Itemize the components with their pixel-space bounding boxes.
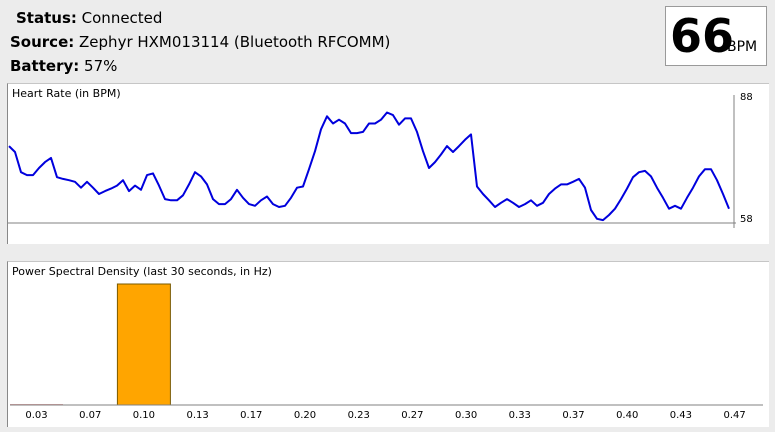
x-tick-label: 0.20 <box>294 410 316 421</box>
x-tick-label: 0.17 <box>240 410 262 421</box>
x-tick-label: 0.23 <box>348 410 370 421</box>
psd-title: Power Spectral Density (last 30 seconds,… <box>12 265 272 278</box>
x-tick-label: 0.03 <box>25 410 47 421</box>
x-tick-label: 0.33 <box>509 410 531 421</box>
x-tick-label: 0.37 <box>562 410 584 421</box>
bpm-value: 66 <box>670 9 735 63</box>
psd-panel: Power Spectral Density (last 30 seconds,… <box>7 261 769 427</box>
x-tick-label: 0.27 <box>401 410 423 421</box>
x-tick-label: 0.43 <box>670 410 692 421</box>
source-row: Source: Zephyr HXM013114 (Bluetooth RFCO… <box>10 30 390 54</box>
psd-chart: 0.03 0.07 0.10 0.13 0.17 0.20 0.23 0.27 0.30 0.33… <box>10 283 763 421</box>
source-value: Zephyr HXM013114 (Bluetooth RFCOMM) <box>79 33 391 51</box>
x-tick-label: 0.30 <box>455 410 477 421</box>
status-row: Status: Connected <box>10 6 390 30</box>
heart-rate-title: Heart Rate (in BPM) <box>12 87 121 100</box>
x-tick-label: 0.40 <box>616 410 638 421</box>
status-label: Status: <box>16 9 77 27</box>
x-tick-label: 0.13 <box>186 410 208 421</box>
heart-rate-series-line <box>8 111 730 222</box>
y-tick-label: 58 <box>740 214 753 225</box>
battery-row: Battery: 57% <box>10 54 390 78</box>
source-label: Source: <box>10 33 75 51</box>
x-tick-label: 0.47 <box>723 410 745 421</box>
y-tick-label: 88 <box>740 92 753 103</box>
x-tick-label: 0.07 <box>79 410 101 421</box>
status-value: Connected <box>81 9 163 27</box>
bpm-display: 66 BPM <box>665 6 767 66</box>
psd-bar <box>116 283 171 406</box>
heart-rate-panel: Heart Rate (in BPM) 88 58 <box>7 83 769 244</box>
connection-info: Status: Connected Source: Zephyr HXM0131… <box>10 6 390 78</box>
x-tick-label: 0.10 <box>133 410 155 421</box>
battery-label: Battery: <box>10 57 80 75</box>
bpm-unit: BPM <box>727 39 758 55</box>
heart-rate-chart: 88 58 <box>8 92 753 228</box>
battery-value: 57% <box>84 57 118 75</box>
